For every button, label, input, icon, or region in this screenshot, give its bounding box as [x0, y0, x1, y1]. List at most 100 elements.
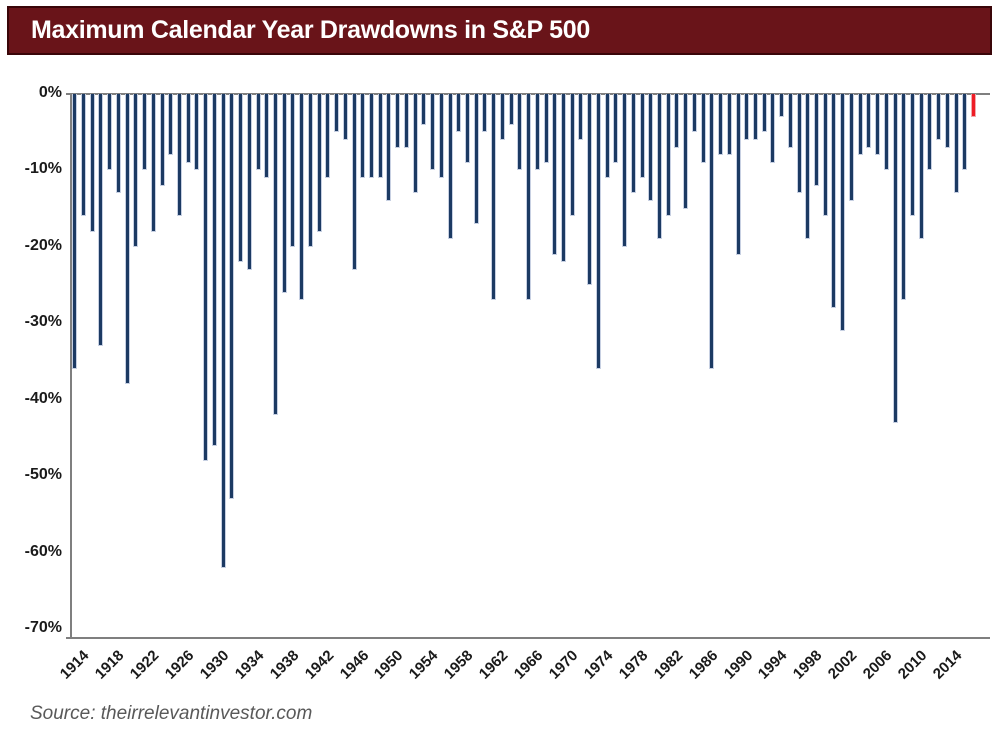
bar-1960	[473, 94, 479, 224]
source-attribution: Source: theirrelevantinvestor.com	[30, 703, 313, 724]
bar-1952	[403, 94, 409, 148]
x-tick-label-1958: 1958	[441, 647, 477, 683]
bar-1968	[543, 94, 549, 163]
bar-1919	[115, 94, 121, 193]
bar-1977	[622, 94, 627, 247]
bar-1969	[552, 94, 558, 255]
x-tick-label-1942: 1942	[301, 647, 338, 683]
x-tick-label-1998: 1998	[790, 647, 826, 683]
bar-2010	[910, 94, 915, 216]
bar-1914	[72, 94, 78, 369]
x-axis-line	[66, 637, 990, 639]
bar-2004	[857, 94, 863, 155]
x-tick-label-1950: 1950	[371, 647, 407, 683]
bar-1931	[220, 94, 226, 568]
bar-2011	[918, 94, 924, 239]
y-tick-label--70pct: -70%	[24, 619, 62, 636]
bar-2015	[953, 94, 959, 193]
bar-1940	[299, 94, 305, 300]
bar-1994	[770, 94, 776, 163]
bar-1953	[412, 94, 418, 193]
bar-1962	[491, 94, 497, 300]
bar-2007	[883, 94, 889, 170]
x-tick-label-1986: 1986	[685, 647, 722, 683]
bar-1975	[604, 94, 610, 178]
bar-1992	[752, 94, 758, 140]
bar-1933	[238, 94, 243, 262]
bar-1934	[246, 94, 252, 270]
bar-1993	[761, 94, 767, 132]
bar-1936	[264, 94, 270, 178]
bar-2014	[944, 94, 950, 148]
bar-1999	[814, 94, 819, 186]
bar-1949	[377, 94, 383, 178]
bar-1966	[526, 94, 531, 300]
bar-1998	[805, 94, 811, 239]
bar-2000	[822, 94, 828, 216]
x-tick-label-1946: 1946	[336, 647, 372, 683]
bar-2016	[962, 94, 968, 170]
bar-1980	[648, 94, 654, 201]
bar-2008	[892, 94, 898, 423]
bar-1951	[395, 94, 401, 148]
bar-1971	[569, 94, 575, 216]
bar-1954	[421, 94, 427, 125]
bar-1938	[281, 94, 287, 293]
bar-1978	[630, 94, 636, 193]
bar-1947	[360, 94, 366, 178]
bar-1987	[709, 94, 715, 369]
bar-1967	[534, 94, 540, 170]
x-tick-label-2010: 2010	[894, 647, 931, 683]
x-tick-label-1978: 1978	[615, 647, 652, 683]
bar-1959	[464, 94, 470, 163]
bar-1917	[98, 94, 104, 346]
bar-1943	[325, 94, 331, 178]
bar-1989	[726, 94, 732, 155]
bar-2009	[901, 94, 907, 300]
bar-1990	[735, 94, 741, 255]
bar-1928	[194, 94, 200, 170]
y-tick-label--40pct: -40%	[24, 389, 62, 407]
bar-1935	[255, 94, 261, 170]
title-band: Maximum Calendar Year Drawdowns in S&P 5…	[7, 6, 992, 55]
bar-2005	[866, 94, 872, 148]
bar-1946	[351, 94, 357, 270]
bar-1985	[691, 94, 697, 132]
bar-1950	[386, 94, 392, 201]
x-tick-label-1930: 1930	[196, 647, 233, 683]
bar-1973	[587, 94, 593, 285]
y-tick-label-0pct: 0%	[38, 84, 62, 101]
bar-1920	[124, 94, 130, 384]
bar-1976	[613, 94, 619, 163]
bar-1944	[334, 94, 339, 132]
bar-1974	[595, 94, 601, 369]
bar-1983	[674, 94, 680, 148]
bar-1930	[211, 94, 217, 446]
x-tick-label-1974: 1974	[580, 647, 617, 683]
bar-1929	[203, 94, 209, 461]
y-axis-line	[70, 93, 72, 639]
chart-title: Maximum Calendar Year Drawdowns in S&P 5…	[31, 16, 590, 44]
bar-2002	[840, 94, 846, 331]
plot-area: 0% -10% -20% -30% -40% -50% -60% -70% 1914 1918 19…	[24, 84, 990, 683]
bar-1937	[272, 94, 278, 415]
x-tick-label-1970: 1970	[545, 647, 582, 683]
bar-1922	[142, 94, 147, 170]
x-tick-label-1938: 1938	[266, 647, 303, 683]
bar-1932	[229, 94, 235, 499]
bar-1979	[639, 94, 645, 178]
bar-2013	[936, 94, 942, 140]
y-tick-label--10pct: -10%	[24, 160, 62, 178]
bar-2001	[831, 94, 837, 308]
x-tick-label-1926: 1926	[161, 647, 198, 683]
y-tick-label--60pct: -60%	[24, 542, 62, 560]
bar-1964	[508, 94, 514, 125]
bar-1988	[718, 94, 723, 155]
x-tick-label-2006: 2006	[859, 647, 896, 683]
bar-1972	[578, 94, 584, 140]
bar-1926	[176, 94, 182, 216]
x-tick-label-1954: 1954	[406, 647, 442, 683]
bar-1984	[683, 94, 689, 209]
x-tick-label-1966: 1966	[510, 647, 547, 683]
bar-1986	[700, 94, 706, 163]
